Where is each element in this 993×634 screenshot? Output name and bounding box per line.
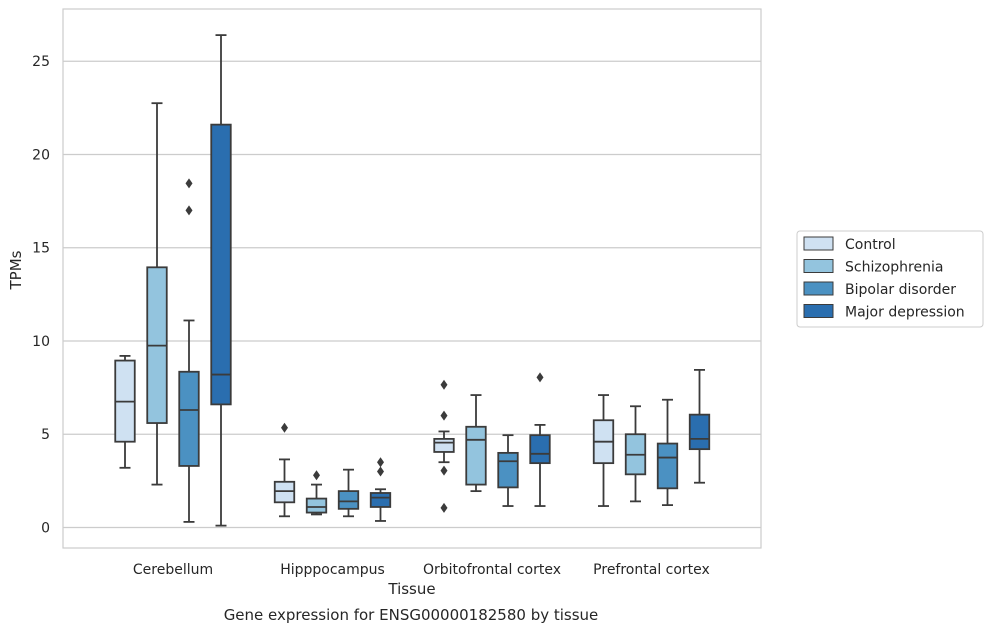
- outlier-point: [185, 178, 193, 189]
- x-axis-label: Tissue: [387, 580, 435, 598]
- iqr-box: [273, 480, 296, 504]
- box-major-depression-0: [210, 34, 232, 527]
- iqr-box: [688, 413, 711, 451]
- y-tick-label: 20: [32, 147, 50, 163]
- legend-label: Major depression: [845, 305, 965, 321]
- legend-swatch: [803, 304, 834, 318]
- iqr-box: [305, 497, 328, 514]
- chart-caption: Gene expression for ENSG00000182580 by t…: [223, 606, 599, 624]
- outlier-point: [440, 410, 448, 421]
- box-schizophrenia-3: [624, 405, 647, 503]
- outlier-point: [440, 502, 448, 513]
- outlier-point: [377, 466, 384, 477]
- legend-swatch: [803, 281, 834, 296]
- y-tick-label: 0: [41, 520, 50, 536]
- y-axis-label: TPMs: [7, 250, 25, 290]
- y-tick-label: 25: [32, 54, 50, 70]
- iqr-box: [210, 123, 232, 406]
- y-tick-labels: 0 5 10 15 20 25: [32, 54, 50, 536]
- legend-label: Control: [845, 237, 896, 253]
- y-tick-label: 15: [32, 241, 50, 257]
- y-tick-label: 10: [32, 334, 50, 350]
- box-control-1: [273, 422, 296, 518]
- grid-lines: [63, 60, 761, 529]
- outlier-point: [377, 457, 384, 468]
- box-bipolar-disorder-2: [497, 434, 519, 507]
- outlier-point: [313, 470, 320, 481]
- iqr-box: [433, 437, 455, 453]
- box-schizophrenia-2: [465, 394, 487, 493]
- box-bipolar-disorder-1: [337, 468, 360, 518]
- x-tick-label: Cerebellum: [133, 562, 213, 578]
- outlier-point: [440, 465, 448, 476]
- iqr-box: [178, 370, 200, 467]
- boxes: [114, 34, 711, 527]
- y-tick-label: 5: [41, 427, 50, 443]
- box-major-depression-1: [369, 457, 392, 522]
- legend: Control Schizophrenia Bipolar disorder Majo…: [796, 230, 984, 328]
- iqr-box: [337, 490, 360, 510]
- legend-label: Schizophrenia: [845, 260, 943, 276]
- x-tick-label: Prefrontal cortex: [593, 562, 710, 578]
- box-major-depression-2: [529, 372, 551, 507]
- outlier-point: [440, 379, 448, 390]
- x-tick-label: Hipppocampus: [280, 562, 385, 578]
- box-control-2: [433, 379, 455, 513]
- iqr-box: [369, 492, 392, 508]
- legend-swatch: [803, 236, 834, 251]
- x-tick-labels: Cerebellum Hipppocampus Orbitofrontal cort…: [133, 562, 710, 578]
- outlier-point: [185, 205, 193, 216]
- legend-label: Bipolar disorder: [845, 282, 956, 298]
- box-schizophrenia-0: [146, 102, 168, 486]
- box-major-depression-3: [688, 368, 711, 484]
- x-tick-label: Orbitofrontal cortex: [423, 562, 561, 578]
- legend-swatch: [803, 259, 834, 273]
- box-control-3: [592, 394, 615, 507]
- plot-frame: [62, 8, 762, 549]
- box-control-0: [114, 354, 136, 469]
- outlier-point: [536, 372, 544, 383]
- legend-frame: [796, 230, 984, 328]
- iqr-box: [529, 434, 551, 465]
- iqr-box: [465, 425, 487, 486]
- box-bipolar-disorder-0: [178, 178, 200, 523]
- outlier-point: [281, 422, 288, 433]
- iqr-box: [656, 442, 679, 490]
- box-schizophrenia-1: [305, 470, 328, 516]
- iqr-box: [497, 451, 519, 489]
- box-bipolar-disorder-3: [656, 398, 679, 507]
